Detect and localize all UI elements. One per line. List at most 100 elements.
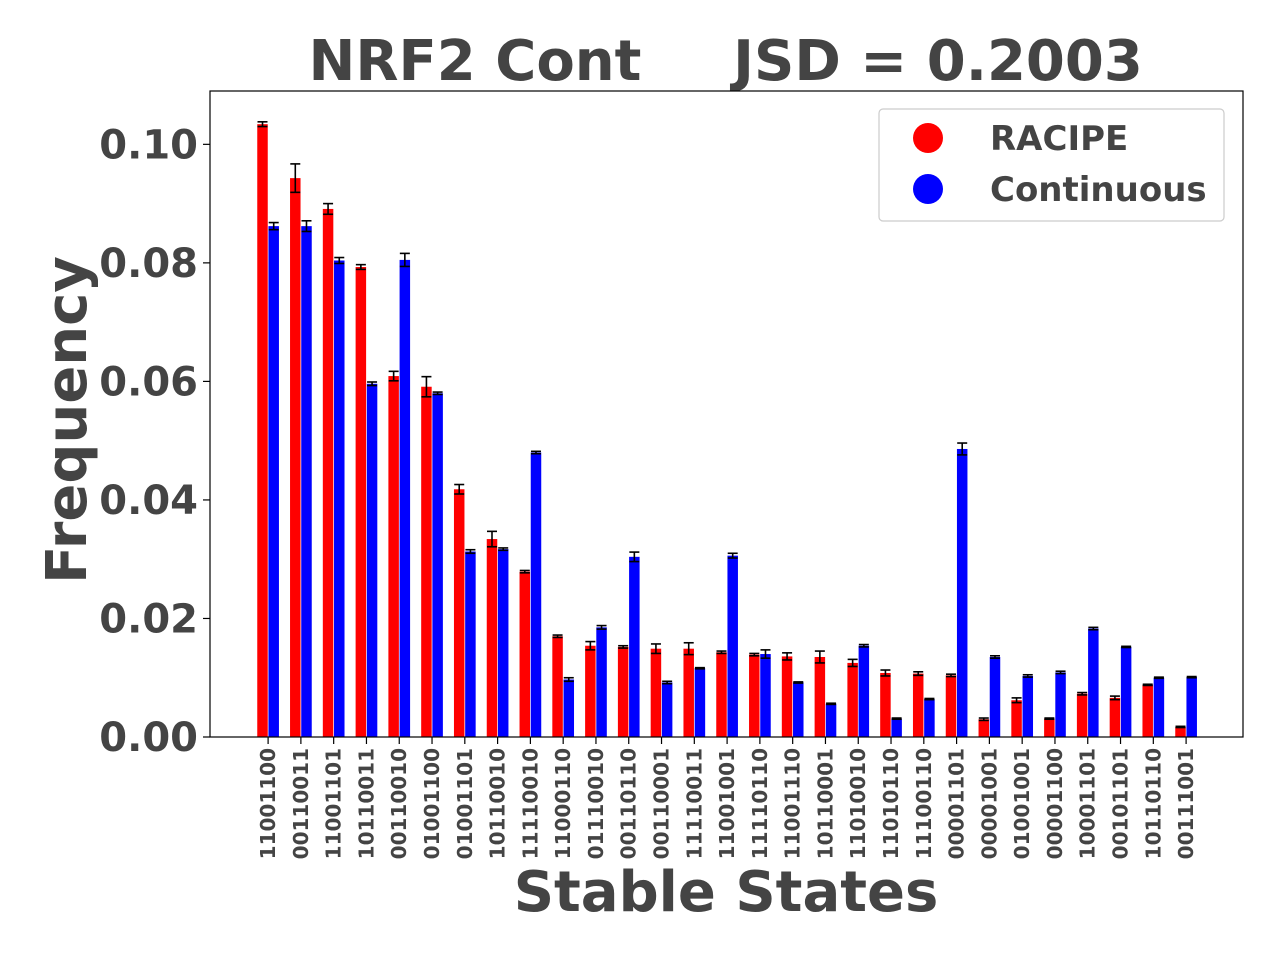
- error-bar-racipe-00111001: [1175, 725, 1186, 729]
- bar-racipe-00110110: [617, 646, 629, 737]
- error-bar-continuous-10110010: [498, 547, 509, 552]
- x-ticks-group: 11001100 00110011 11001101 10110011 00110010…: [256, 737, 1198, 859]
- y-tick-label: 0.04: [99, 478, 198, 524]
- x-tick-label: 10110110: [1141, 748, 1165, 859]
- error-bar-continuous-11010110: [891, 717, 902, 721]
- x-tick-label: 11110110: [748, 748, 772, 859]
- bar-continuous-11001101: [334, 260, 345, 737]
- error-bar-racipe-00001100: [1044, 717, 1055, 721]
- error-bars-group: [257, 121, 1197, 729]
- error-bar-continuous-00001101: [957, 442, 968, 456]
- x-tick-label: 00110110: [617, 748, 641, 859]
- x-tick-label: 10110001: [813, 748, 837, 859]
- error-bar-racipe-00101101: [1109, 695, 1120, 701]
- error-bar-continuous-10110110: [1153, 676, 1164, 680]
- x-tick-label: 11110011: [682, 748, 706, 859]
- error-bar-racipe-10110001: [814, 650, 825, 664]
- legend-box: [878, 108, 1225, 222]
- x-tick-label: 00110010: [387, 748, 411, 859]
- bar-racipe-11000110: [552, 636, 563, 737]
- x-tick-label: 11001100: [256, 748, 280, 859]
- bar-continuous-00111001: [1186, 677, 1197, 737]
- error-bar-continuous-01001100: [432, 391, 443, 396]
- bar-racipe-11110010: [519, 571, 531, 737]
- error-bar-continuous-11000110: [563, 676, 574, 683]
- x-tick-label: 10110011: [354, 748, 378, 859]
- bar-racipe-11100110: [912, 673, 924, 737]
- y-tick-label: 0.00: [99, 715, 198, 761]
- x-tick-label: 11100110: [912, 748, 936, 859]
- bar-racipe-11001100: [257, 124, 268, 737]
- legend-label-racipe: RACIPE: [990, 119, 1128, 159]
- bar-continuous-11000110: [563, 679, 575, 737]
- y-tick-label: 0.10: [99, 122, 198, 168]
- bar-continuous-11001110: [793, 682, 804, 737]
- error-bar-continuous-00110001: [662, 680, 673, 685]
- error-bar-continuous-00110110: [629, 551, 640, 563]
- error-bar-continuous-11001001: [727, 552, 738, 559]
- error-bar-continuous-11110110: [760, 649, 771, 659]
- bar-continuous-10110110: [1153, 677, 1165, 737]
- error-bar-racipe-01110010: [585, 640, 596, 651]
- bar-racipe-11010110: [880, 672, 891, 737]
- bar-continuous-11001001: [727, 555, 738, 737]
- bars-group: [257, 124, 1197, 737]
- bar-racipe-10110011: [355, 267, 367, 737]
- x-tick-label: 00111001: [1174, 748, 1198, 859]
- bar-continuous-10001101: [1088, 628, 1099, 737]
- bar-racipe-10110110: [1142, 684, 1153, 737]
- bar-racipe-11110110: [749, 654, 760, 737]
- bar-racipe-01110010: [585, 645, 596, 737]
- bar-continuous-11010010: [858, 645, 870, 737]
- bar-continuous-10110001: [825, 703, 837, 737]
- x-tick-label: 11010010: [846, 748, 870, 859]
- error-bar-racipe-00001101: [946, 673, 956, 678]
- bar-continuous-00110011: [301, 226, 312, 737]
- error-bar-continuous-11100110: [924, 697, 935, 701]
- error-bar-continuous-00001100: [1055, 670, 1066, 675]
- error-bar-racipe-11110010: [519, 569, 530, 574]
- x-tick-label: 11010110: [879, 748, 903, 859]
- bar-racipe-01001001: [1011, 700, 1022, 737]
- error-bar-continuous-00111001: [1186, 675, 1197, 679]
- bar-continuous-01001001: [1022, 675, 1034, 737]
- bar-continuous-01001101: [465, 551, 476, 737]
- bar-racipe-01001100: [421, 386, 432, 737]
- x-tick-label: 10110010: [486, 748, 510, 859]
- y-axis-label: Frequency: [35, 256, 100, 584]
- error-bar-continuous-01001101: [465, 548, 476, 555]
- bar-racipe-00001101: [945, 675, 957, 737]
- error-bar-continuous-11110011: [694, 666, 705, 670]
- bar-racipe-00110001: [650, 648, 662, 737]
- error-bar-racipe-10001101: [1077, 691, 1088, 696]
- error-bar-continuous-11110010: [530, 450, 541, 455]
- bar-racipe-11110011: [683, 648, 694, 737]
- x-tick-label: 11110010: [518, 748, 542, 859]
- bar-continuous-11110110: [760, 654, 771, 737]
- bar-racipe-10110001: [814, 656, 826, 737]
- error-bar-racipe-11110110: [749, 652, 760, 657]
- bar-racipe-11001101: [322, 208, 334, 737]
- chart-title-right: JSD = 0.2003: [729, 29, 1143, 94]
- x-tick-label: 01001001: [1010, 748, 1034, 859]
- error-bar-racipe-00110001: [650, 643, 661, 655]
- bar-continuous-10110011: [366, 383, 378, 737]
- error-bar-racipe-01001101: [454, 483, 465, 495]
- x-axis-label: Stable States: [514, 860, 939, 925]
- bar-continuous-11001100: [268, 226, 279, 737]
- bar-racipe-00110010: [388, 376, 399, 737]
- plot-frame: [209, 90, 1244, 738]
- error-bar-continuous-11010010: [858, 643, 869, 648]
- error-bar-racipe-11001001: [716, 650, 727, 655]
- x-tick-label: 11001110: [781, 748, 805, 859]
- bar-racipe-10001101: [1076, 693, 1088, 737]
- y-tick-label: 0.06: [99, 359, 198, 405]
- error-bar-continuous-11001100: [268, 221, 279, 231]
- chart-title-left: NRF2 Cont: [309, 29, 642, 94]
- x-tick-label: 00101101: [1109, 748, 1133, 859]
- error-bar-continuous-00110010: [399, 252, 410, 268]
- bar-continuous-11110010: [530, 452, 542, 737]
- x-tick-label: 11001101: [322, 748, 346, 859]
- error-bar-racipe-11001110: [782, 652, 793, 661]
